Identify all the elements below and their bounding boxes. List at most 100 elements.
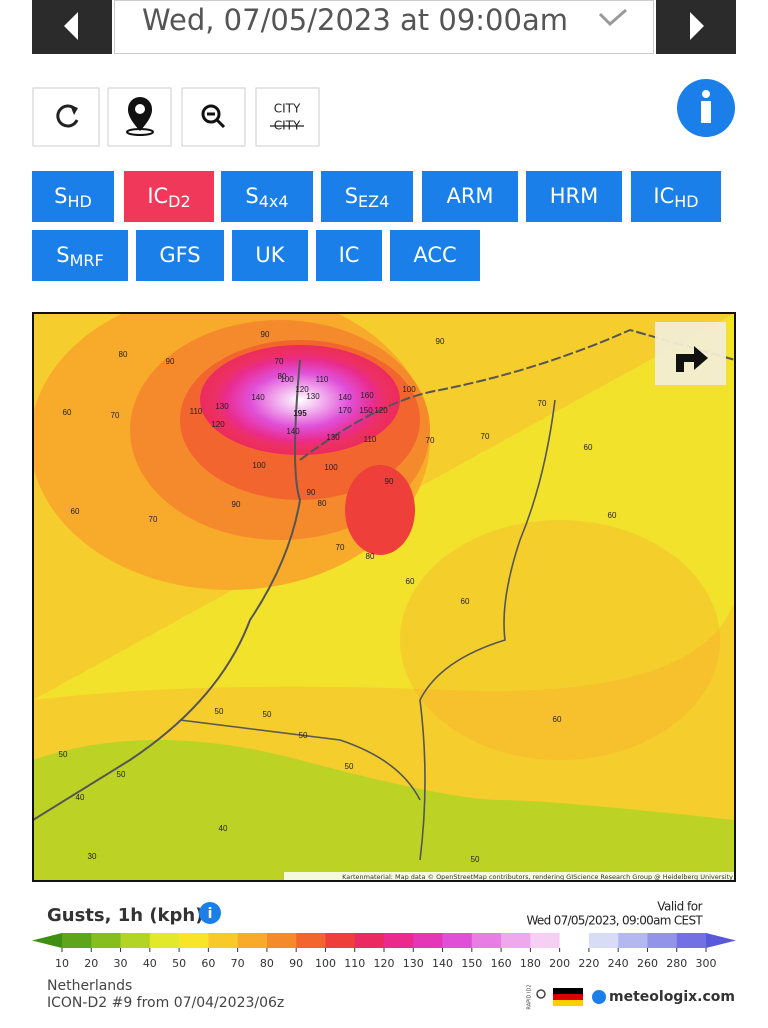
model-button[interactable] — [221, 171, 313, 222]
scale-label: 80 — [260, 957, 274, 970]
scale-segment — [530, 933, 561, 948]
scale-segment — [120, 933, 151, 948]
scale-label: 30 — [114, 957, 128, 970]
model-button[interactable] — [631, 171, 721, 222]
scale-label: 40 — [143, 957, 157, 970]
scale-label: 130 — [403, 957, 424, 970]
contour-label: 60 — [461, 597, 470, 606]
contour-label: 60 — [63, 408, 72, 417]
contour-label: 70 — [336, 543, 345, 552]
scale-segment — [442, 933, 473, 948]
model-label: UK — [255, 243, 285, 267]
contour-label: 50 — [117, 770, 126, 779]
scale-segment — [354, 933, 385, 948]
brand: meteologix.com — [609, 989, 735, 1005]
contour-label: 160 — [360, 391, 374, 400]
model-button[interactable] — [136, 230, 224, 281]
valid-time: Wed 07/05/2023, 09:00am CEST — [526, 914, 703, 928]
scale-segment — [266, 933, 297, 948]
refresh-button[interactable] — [32, 87, 100, 147]
model-button[interactable] — [316, 230, 382, 281]
contour-label: 110 — [316, 375, 329, 384]
model-name: ARM — [446, 184, 493, 208]
legend-info[interactable] — [199, 902, 221, 924]
scale-segment — [413, 933, 444, 948]
model-button[interactable] — [232, 230, 308, 281]
scale-label: 110 — [344, 957, 365, 970]
model-button[interactable] — [390, 230, 480, 281]
contour-label: 130 — [306, 392, 320, 401]
contour-label: 195 — [293, 409, 307, 418]
scale-label: 160 — [491, 957, 512, 970]
model-name: ACC — [413, 243, 456, 267]
contour-label: 90 — [436, 337, 445, 346]
contour-label: 120 — [211, 420, 225, 429]
scale-segment — [237, 933, 268, 948]
model-label: SEZ4 — [345, 184, 390, 211]
scale-label: 300 — [696, 957, 717, 970]
contour-label: 140 — [338, 393, 352, 402]
scale-label: 50 — [172, 957, 186, 970]
city-button[interactable] — [255, 87, 320, 147]
model-button[interactable] — [32, 171, 114, 222]
contour-label: 60 — [608, 511, 617, 520]
share-button[interactable] — [655, 322, 726, 385]
scale-label: 70 — [231, 957, 245, 970]
contour-label: 50 — [263, 710, 272, 719]
contour-label: 90 — [232, 500, 241, 509]
scale-segment — [501, 933, 531, 948]
scale-segment — [208, 933, 239, 948]
model-button[interactable] — [526, 171, 622, 222]
scale-segment — [676, 933, 707, 948]
date-select[interactable] — [114, 0, 654, 54]
model-button[interactable] — [32, 230, 128, 281]
contour-label: 80 — [366, 552, 375, 561]
scale-segment — [384, 933, 414, 948]
scale-segment — [91, 933, 122, 948]
model-name: S — [56, 243, 69, 267]
contour-label: 60 — [553, 715, 562, 724]
contour-label: 80 — [119, 350, 128, 359]
model-name: IC — [147, 184, 168, 208]
model-label: SMRF — [56, 243, 103, 270]
model-sub: 4x4 — [259, 192, 289, 211]
contour-label: 150 — [359, 406, 373, 415]
scale-label: 90 — [289, 957, 303, 970]
legend-title: Gusts, 1h (kph) — [47, 905, 203, 926]
zoom-out-button[interactable] — [181, 87, 246, 147]
contour-label: 60 — [71, 507, 80, 516]
scale-segment — [179, 933, 209, 948]
city-label: CITY — [274, 102, 301, 116]
contour-label: 70 — [481, 432, 490, 441]
contour-label: 140 — [286, 427, 300, 436]
map: 195 1701601501401401401301301301201201201… — [33, 313, 735, 881]
model-name: S — [54, 184, 67, 208]
contour-label: 100 — [324, 463, 338, 472]
contour-label: 140 — [251, 393, 265, 402]
model-button[interactable] — [422, 171, 518, 222]
scale-segment — [471, 933, 502, 948]
scale-label: 60 — [201, 957, 215, 970]
contour-label: 100 — [280, 375, 294, 384]
contour-label: 90 — [261, 330, 270, 339]
contour-label: 50 — [59, 750, 68, 759]
model-name: S — [245, 184, 258, 208]
model-sub: HD — [67, 192, 91, 211]
scale-label: 220 — [578, 957, 599, 970]
model-label: GFS — [159, 243, 200, 267]
scale-arrow — [32, 933, 62, 948]
contour-label: 100 — [252, 461, 266, 470]
model-name: UK — [255, 243, 285, 267]
scale-label: 150 — [461, 957, 482, 970]
scale-segment — [588, 933, 619, 948]
model-run: ICON-D2 #9 from 07/04/2023/06z — [47, 995, 284, 1011]
model-label: ICD2 — [147, 184, 190, 211]
scale-label: 180 — [520, 957, 541, 970]
model-button[interactable] — [124, 171, 214, 222]
model-button[interactable] — [321, 171, 413, 222]
contour-label: 70 — [538, 399, 547, 408]
svg-text:i: i — [208, 906, 213, 922]
contour-label: 60 — [584, 443, 593, 452]
